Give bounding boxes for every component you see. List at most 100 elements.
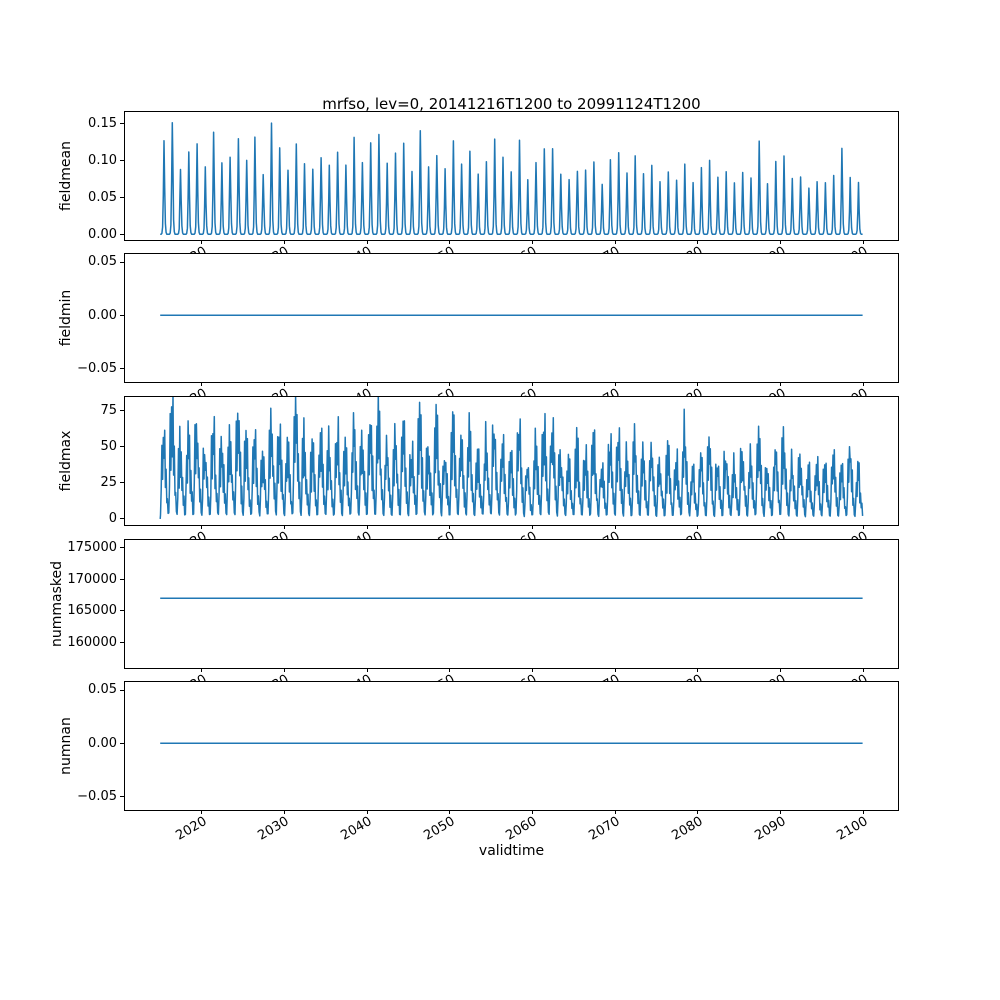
x-tick-mark <box>449 810 451 814</box>
line-plot <box>160 742 863 745</box>
x-tick-label: 2100 <box>835 672 871 682</box>
x-tick-mark <box>780 240 782 244</box>
x-tick-mark <box>366 525 368 529</box>
x-tick-mark <box>614 525 616 529</box>
y-tick-label: 0.00 <box>88 307 117 323</box>
y-tick-mark <box>120 196 124 198</box>
x-tick-mark <box>201 525 203 529</box>
x-tick-mark <box>449 382 451 386</box>
line-plot <box>160 597 863 600</box>
y-tick-mark <box>120 233 124 235</box>
x-tick-mark <box>614 668 616 672</box>
x-tick-mark <box>284 668 286 672</box>
subplot-nummasked: nummasked 160000 165000 170000 175000 <box>49 539 899 672</box>
y-tick-mark <box>120 159 124 161</box>
y-tick-label: 25 <box>100 475 117 491</box>
x-tick-label: 2080 <box>669 529 705 539</box>
x-tick-mark <box>780 810 782 814</box>
y-tick-mark <box>120 518 124 520</box>
x-tick-mark <box>284 240 286 244</box>
y-tick-label: 75 <box>100 403 117 419</box>
x-tick-label: 2090 <box>752 672 788 682</box>
x-tick-mark <box>201 810 203 814</box>
x-tick-label: 2060 <box>504 529 540 539</box>
y-tick-label: −0.05 <box>77 361 117 377</box>
x-tick-mark <box>532 382 534 386</box>
x-tick-mark <box>862 810 864 814</box>
x-tick-mark <box>284 525 286 529</box>
data-line <box>159 397 864 519</box>
x-tick-label: 2090 <box>752 244 788 254</box>
x-tick-mark <box>449 525 451 529</box>
x-tick-mark <box>284 382 286 386</box>
x-tick-label: 2100 <box>835 529 871 539</box>
y-tick-label: 0.10 <box>88 152 117 168</box>
y-tick-label: 0.05 <box>88 189 117 205</box>
x-tick-label: 2040 <box>339 672 375 682</box>
x-tick-label: 2080 <box>669 386 705 396</box>
x-tick-label: 2070 <box>587 672 623 682</box>
x-tick-mark <box>201 668 203 672</box>
y-tick-mark <box>120 368 124 370</box>
x-tick-label: 2060 <box>504 386 540 396</box>
y-tick-label: 0.05 <box>88 254 117 270</box>
x-tick-label: 2100 <box>835 386 871 396</box>
x-tick-labels-row: 2020 2030 2040 2050 2060 2070 2080 2090 2100 <box>0 529 1000 539</box>
x-tick-label: 2050 <box>421 529 457 539</box>
y-tick-label: 170000 <box>67 571 117 587</box>
x-tick-mark <box>862 382 864 386</box>
plot-title: mrfso, lev=0, 20141216T1200 to 20991124T… <box>322 95 701 113</box>
subplot-fieldmean: fieldmean 0.00 0.05 0.10 0.15 <box>58 111 899 244</box>
x-tick-label: 2020 <box>173 672 209 682</box>
x-tick-mark <box>366 382 368 386</box>
x-tick-mark <box>449 240 451 244</box>
x-axis-label: validtime <box>478 843 545 859</box>
x-tick-label: 2070 <box>587 386 623 396</box>
x-tick-mark <box>532 810 534 814</box>
y-tick-label: 0 <box>108 511 117 527</box>
y-tick-label: −0.05 <box>77 789 117 805</box>
x-tick-labels-row: 2020 2030 2040 2050 2060 2070 2080 2090 2100 <box>0 244 1000 254</box>
x-tick-mark <box>697 525 699 529</box>
y-tick-mark <box>120 578 124 580</box>
x-tick-label: 2060 <box>504 672 540 682</box>
line-plot <box>159 121 863 235</box>
y-tick-mark <box>120 547 124 549</box>
x-tick-mark <box>614 382 616 386</box>
y-tick-label: 175000 <box>67 540 117 556</box>
x-tick-label: 2060 <box>503 814 541 844</box>
y-tick-label: 0.05 <box>88 682 117 698</box>
x-tick-label: 2090 <box>751 814 789 844</box>
x-tick-mark <box>697 382 699 386</box>
x-tick-mark <box>201 382 203 386</box>
x-tick-label: 2080 <box>669 244 705 254</box>
x-tick-label: 2050 <box>421 672 457 682</box>
y-tick-mark <box>120 482 124 484</box>
x-tick-label: 2040 <box>338 814 375 844</box>
x-tick-mark <box>780 668 782 672</box>
x-tick-label: 2070 <box>587 244 623 254</box>
x-tick-label: 2020 <box>173 529 209 539</box>
x-tick-mark <box>201 240 203 244</box>
y-tick-mark <box>120 261 124 263</box>
y-tick-mark <box>120 610 124 612</box>
x-tick-mark <box>780 525 782 529</box>
x-tick-mark <box>862 525 864 529</box>
y-tick-label: 0.15 <box>88 115 117 131</box>
y-tick-label: 160000 <box>67 635 117 651</box>
x-tick-mark <box>862 240 864 244</box>
subplot-numnan: numnan −0.05 0.00 0.05 <box>58 681 899 814</box>
x-tick-mark <box>532 240 534 244</box>
x-tick-label: 2020 <box>173 244 209 254</box>
x-tick-mark <box>614 810 616 814</box>
x-tick-label: 2020 <box>173 814 210 844</box>
data-line <box>159 121 863 235</box>
x-tick-mark <box>366 668 368 672</box>
x-tick-label: 2090 <box>752 386 788 396</box>
y-tick-mark <box>120 446 124 448</box>
x-tick-mark <box>284 810 286 814</box>
x-tick-label: 2070 <box>587 529 623 539</box>
x-tick-label: 2100 <box>834 814 871 844</box>
x-tick-mark <box>532 525 534 529</box>
